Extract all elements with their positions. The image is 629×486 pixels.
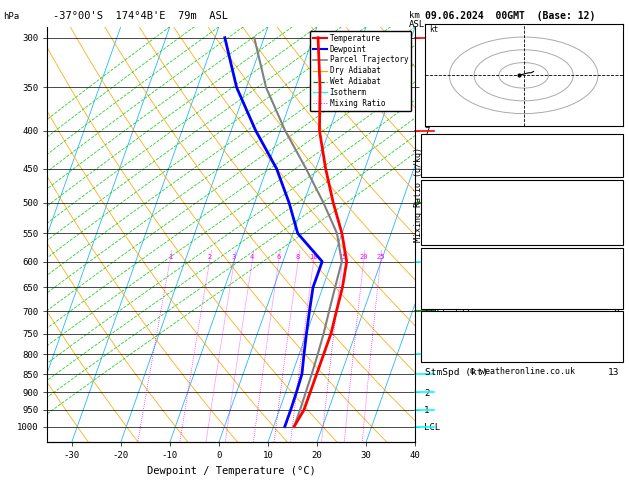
Text: Totals Totals: Totals Totals — [425, 150, 499, 159]
Text: hPa: hPa — [3, 12, 19, 21]
Text: 25: 25 — [376, 254, 385, 260]
Text: 5: 5 — [614, 291, 620, 300]
Text: 800: 800 — [603, 264, 620, 273]
Text: 15: 15 — [338, 254, 347, 260]
Text: Dewp (°C): Dewp (°C) — [425, 209, 476, 219]
Text: 0: 0 — [614, 318, 620, 328]
X-axis label: Dewpoint / Temperature (°C): Dewpoint / Temperature (°C) — [147, 466, 316, 476]
Text: 3: 3 — [232, 254, 237, 260]
Text: K: K — [425, 136, 430, 145]
Text: 14: 14 — [608, 136, 620, 145]
Text: Most Unstable: Most Unstable — [485, 250, 559, 260]
Text: Pressure (mb): Pressure (mb) — [425, 264, 499, 273]
Text: 43: 43 — [608, 150, 620, 159]
Text: 6: 6 — [277, 254, 281, 260]
Text: Temp (°C): Temp (°C) — [425, 196, 476, 205]
Text: 8: 8 — [296, 254, 300, 260]
Text: θₑ(K): θₑ(K) — [425, 223, 454, 232]
Text: 0: 0 — [614, 264, 620, 273]
Text: StmDir: StmDir — [425, 354, 459, 364]
Legend: Temperature, Dewpoint, Parcel Trajectory, Dry Adiabat, Wet Adiabat, Isotherm, Mi: Temperature, Dewpoint, Parcel Trajectory… — [309, 31, 411, 111]
Text: 2.62: 2.62 — [596, 163, 620, 173]
Text: 10: 10 — [309, 254, 318, 260]
Text: CAPE (J): CAPE (J) — [425, 250, 470, 260]
Text: 2: 2 — [208, 254, 211, 260]
Text: EH: EH — [425, 327, 436, 336]
Text: 0: 0 — [614, 250, 620, 260]
Text: SREH: SREH — [425, 341, 448, 350]
Text: -189: -189 — [596, 327, 620, 336]
Text: 325°: 325° — [596, 354, 620, 364]
Text: CIN (J): CIN (J) — [425, 264, 465, 273]
Text: Lifted Index: Lifted Index — [425, 291, 494, 300]
Text: 14.2: 14.2 — [596, 196, 620, 205]
Text: kt: kt — [430, 25, 439, 34]
Text: CIN (J): CIN (J) — [425, 318, 465, 328]
Text: Lifted Index: Lifted Index — [425, 237, 494, 246]
Text: km: km — [409, 11, 420, 20]
Text: ASL: ASL — [409, 20, 425, 30]
Text: CAPE (J): CAPE (J) — [425, 305, 470, 314]
Text: PW (cm): PW (cm) — [425, 163, 465, 173]
Text: 1: 1 — [168, 254, 172, 260]
Text: Surface: Surface — [502, 182, 542, 191]
Text: 12.3: 12.3 — [596, 209, 620, 219]
Text: Mixing Ratio (g/kg): Mixing Ratio (g/kg) — [414, 147, 423, 242]
Text: Hodograph: Hodograph — [496, 313, 548, 323]
Text: -118: -118 — [596, 341, 620, 350]
Text: 0: 0 — [614, 305, 620, 314]
Text: 20: 20 — [359, 254, 368, 260]
Text: -37°00'S  174°4B'E  79m  ASL: -37°00'S 174°4B'E 79m ASL — [53, 11, 228, 21]
Text: © weatheronline.co.uk: © weatheronline.co.uk — [470, 367, 574, 376]
Text: 310: 310 — [603, 223, 620, 232]
Text: 7: 7 — [614, 237, 620, 246]
Text: 315: 315 — [603, 278, 620, 287]
Text: 13: 13 — [608, 368, 620, 377]
Text: θₑ (K): θₑ (K) — [425, 278, 459, 287]
Text: 09.06.2024  00GMT  (Base: 12): 09.06.2024 00GMT (Base: 12) — [425, 11, 595, 21]
Text: StmSpd (kt): StmSpd (kt) — [425, 368, 488, 377]
Text: 4: 4 — [250, 254, 254, 260]
